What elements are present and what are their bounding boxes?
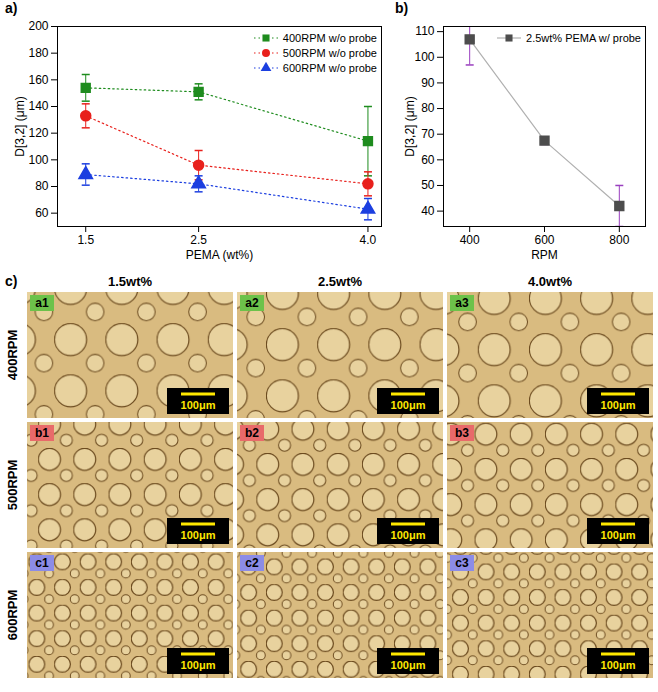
svg-text:90: 90 [421,76,435,90]
svg-text:100μm: 100μm [181,659,216,671]
svg-text:80: 80 [421,101,435,115]
svg-text:100μm: 100μm [391,399,426,411]
svg-text:2.5wt%: 2.5wt% [318,274,363,289]
svg-text:40: 40 [421,204,435,218]
html-text:600RPM w/o probe: 600RPM w/o probe [282,61,377,74]
svg-text:120: 120 [28,126,48,140]
svg-text:50: 50 [421,178,435,192]
svg-text:80: 80 [35,179,49,193]
svg-text:180: 180 [28,46,48,60]
svg-text:600: 600 [534,233,554,247]
svg-text:100μm: 100μm [601,399,636,411]
svg-text:100μm: 100μm [601,659,636,671]
svg-text:100: 100 [28,153,48,167]
svg-text:2.5: 2.5 [190,233,207,247]
svg-text:4.0: 4.0 [360,233,377,247]
svg-text:60: 60 [421,153,435,167]
svg-text:b2: b2 [245,426,259,440]
svg-text:400: 400 [460,233,480,247]
svg-text:c3: c3 [455,556,469,570]
svg-text:200: 200 [28,19,48,33]
svg-text:a3: a3 [455,296,469,310]
svg-text:c): c) [5,273,17,289]
svg-text:1.5: 1.5 [77,233,94,247]
svg-text:400RPM: 400RPM [5,330,20,381]
svg-text:D[3,2] (μm): D[3,2] (μm) [403,96,417,156]
svg-text:100μm: 100μm [601,529,636,541]
svg-text:800: 800 [609,233,629,247]
svg-text:600RPM: 600RPM [5,590,20,641]
html-text:400RPM w/o probe: 400RPM w/o probe [282,31,377,44]
svg-text:a2: a2 [245,296,259,310]
svg-text:c2: c2 [245,556,259,570]
svg-text:500RPM: 500RPM [5,460,20,511]
svg-text:c1: c1 [35,556,49,570]
svg-text:b3: b3 [455,426,469,440]
html-text:a): a) [5,0,18,16]
html-text:500RPM w/o probe: 500RPM w/o probe [282,46,377,59]
svg-text:b1: b1 [35,426,49,440]
svg-text:100: 100 [414,50,434,64]
svg-text:100μm: 100μm [391,659,426,671]
svg-text:100μm: 100μm [181,399,216,411]
svg-text:a1: a1 [35,296,49,310]
svg-text:RPM: RPM [531,248,558,262]
svg-text:4.0wt%: 4.0wt% [528,274,573,289]
svg-text:110: 110 [415,24,434,38]
html-text:2.5wt% PEMA w/ probe: 2.5wt% PEMA w/ probe [526,31,641,44]
svg-text:1.5wt%: 1.5wt% [108,274,153,289]
html-text:b): b) [395,0,409,16]
svg-text:D[3,2] (μm): D[3,2] (μm) [13,96,27,156]
svg-text:70: 70 [421,127,435,141]
svg-text:100μm: 100μm [181,529,216,541]
svg-text:60: 60 [35,206,49,220]
svg-text:PEMA (wt%): PEMA (wt%) [186,248,253,262]
svg-text:160: 160 [28,73,48,87]
svg-text:100μm: 100μm [391,529,426,541]
svg-text:140: 140 [28,99,48,113]
